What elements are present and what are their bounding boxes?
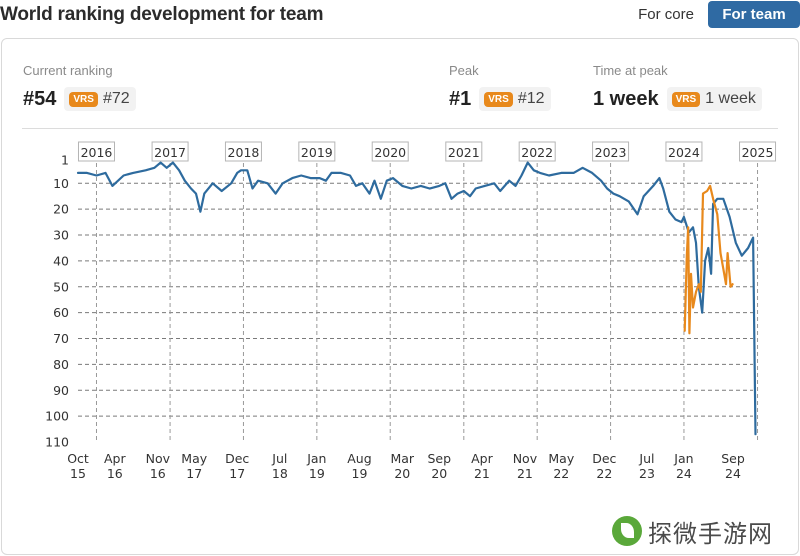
year-marker-label: 2023	[595, 145, 627, 160]
x-tick-month: Nov	[146, 451, 171, 466]
x-tick-month: Dec	[225, 451, 249, 466]
current-vrs-pill: VRS #72	[64, 87, 136, 111]
year-marker-label: 2025	[742, 145, 774, 160]
year-marker-box	[151, 141, 189, 162]
x-tick-month: Jul	[638, 451, 654, 466]
watermark-leaf-icon	[612, 516, 642, 546]
y-tick-label: 40	[53, 253, 69, 268]
y-tick-label: 20	[53, 202, 69, 217]
y-tick-label: 1	[61, 153, 69, 168]
tab-for-team[interactable]: For team	[708, 1, 800, 28]
peak-value: #1	[449, 87, 472, 110]
x-tick-month: Jan	[306, 451, 326, 466]
x-tick-month: Aug	[347, 451, 371, 466]
y-tick-label: 70	[53, 331, 69, 346]
x-tick-year: 16	[107, 466, 123, 481]
x-tick-month: Jul	[271, 451, 287, 466]
x-tick-month: Oct	[67, 451, 89, 466]
x-tick-year: 17	[186, 466, 202, 481]
y-tick-label: 50	[53, 279, 69, 294]
vrs-badge: VRS	[671, 91, 701, 107]
x-tick-year: 20	[394, 466, 410, 481]
x-tick-year: 16	[150, 466, 166, 481]
current-ranking-label: Current ranking	[23, 63, 113, 78]
x-tick-year: 20	[431, 466, 447, 481]
time-at-peak-vrs-value: 1 week	[705, 90, 756, 107]
watermark-text: 探微手游网	[648, 520, 773, 548]
x-tick-year: 19	[309, 466, 325, 481]
x-tick-month: Dec	[592, 451, 616, 466]
year-marker-label: 2016	[81, 145, 113, 160]
x-tick-month: May	[181, 451, 207, 466]
y-tick-label: 90	[53, 383, 69, 398]
x-tick-month: Mar	[390, 451, 414, 466]
tab-for-core[interactable]: For core	[638, 6, 694, 23]
x-tick-month: Apr	[471, 451, 493, 466]
x-tick-month: Nov	[513, 451, 538, 466]
x-tick-year: 21	[517, 466, 533, 481]
x-tick-year: 15	[70, 466, 86, 481]
vrs-series-line	[683, 184, 734, 335]
y-tick-label: 110	[45, 435, 69, 450]
year-marker-label: 2018	[228, 145, 260, 160]
time-at-peak-label: Time at peak	[593, 63, 668, 78]
year-marker-box	[445, 141, 483, 162]
header: World ranking development for team For c…	[0, 0, 800, 32]
ranking-card: Current ranking #54 VRS #72 Peak #1 VRS …	[1, 38, 799, 555]
year-marker-box	[739, 141, 777, 162]
peak-stat: Peak #1 VRS #12	[449, 63, 551, 111]
x-tick-year: 23	[639, 466, 655, 481]
current-ranking-value: #54	[23, 87, 57, 110]
year-marker-box	[371, 141, 409, 162]
x-tick-year: 24	[676, 466, 692, 481]
year-marker-box	[665, 141, 703, 162]
current-vrs-value: #72	[102, 90, 130, 107]
x-tick-year: 19	[352, 466, 368, 481]
year-marker-box	[298, 141, 336, 162]
peak-vrs-pill: VRS #12	[479, 87, 551, 111]
vrs-badge: VRS	[69, 91, 98, 107]
x-tick-month: Sep	[427, 451, 451, 466]
current-ranking-stat: Current ranking #54 VRS #72	[23, 63, 136, 111]
year-marker-box	[518, 141, 556, 162]
stats-divider	[22, 128, 778, 129]
y-tick-label: 10	[53, 176, 69, 191]
x-tick-year: 17	[229, 466, 245, 481]
watermark: 探微手游网	[612, 512, 792, 550]
peak-label: Peak	[449, 63, 479, 78]
page-title: World ranking development for team	[0, 4, 324, 25]
y-tick-label: 30	[53, 228, 69, 243]
year-marker-label: 2017	[154, 145, 186, 160]
x-tick-month: Jan	[673, 451, 693, 466]
year-marker-box	[592, 141, 630, 162]
time-at-peak-vrs-pill: VRS 1 week	[666, 87, 762, 111]
time-at-peak-value: 1 week	[593, 87, 659, 110]
year-marker-label: 2020	[374, 145, 406, 160]
ranking-series-line	[76, 161, 757, 436]
peak-vrs-value: #12	[517, 90, 545, 107]
x-tick-year: 22	[553, 466, 569, 481]
x-tick-month: May	[548, 451, 574, 466]
y-tick-label: 100	[45, 409, 69, 424]
x-tick-year: 18	[272, 466, 288, 481]
y-tick-label: 60	[53, 305, 69, 320]
year-marker-box	[224, 141, 262, 162]
vrs-badge: VRS	[484, 91, 513, 107]
x-tick-year: 21	[474, 466, 490, 481]
year-marker-label: 2024	[668, 145, 700, 160]
time-at-peak-stat: Time at peak 1 week VRS 1 week	[593, 63, 762, 111]
x-tick-month: Apr	[104, 451, 126, 466]
x-tick-year: 22	[596, 466, 612, 481]
x-tick-year: 24	[725, 466, 741, 481]
y-tick-label: 80	[53, 357, 69, 372]
year-marker-label: 2019	[301, 145, 333, 160]
year-marker-label: 2022	[521, 145, 553, 160]
year-marker-box	[77, 141, 115, 162]
x-tick-month: Sep	[721, 451, 745, 466]
year-marker-label: 2021	[448, 145, 480, 160]
